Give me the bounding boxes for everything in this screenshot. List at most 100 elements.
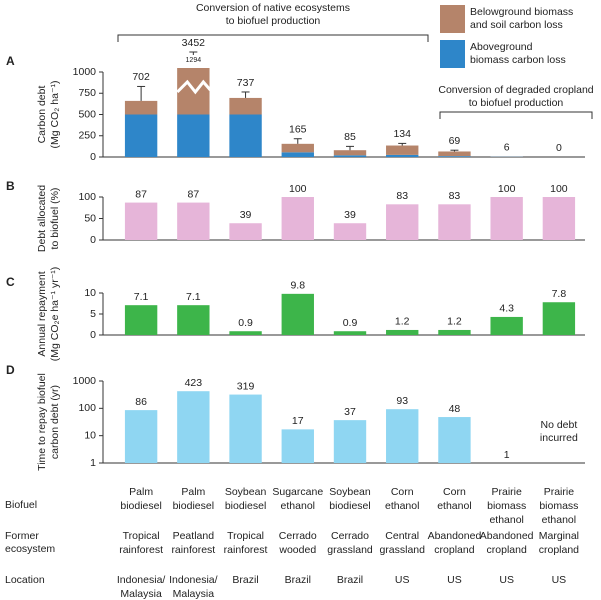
total-label: 134 (393, 128, 411, 140)
bar (490, 316, 523, 335)
table-cell: Malaysia (173, 588, 215, 600)
bar-segment (386, 154, 419, 157)
y-tick-label: 250 (78, 130, 96, 142)
row-label: Biofuel (5, 499, 37, 511)
value-label: 83 (396, 190, 408, 202)
value-label: 1 (504, 449, 510, 461)
table-cell: ethanol (385, 500, 419, 512)
value-label: 83 (449, 190, 461, 202)
table-cell: biodiesel (329, 500, 370, 512)
bracket (439, 111, 593, 119)
table-cell: cropland (539, 544, 579, 556)
bar (333, 420, 367, 463)
panel-letter: B (6, 179, 15, 193)
total-label: 702 (132, 71, 150, 83)
value-label: 87 (187, 188, 199, 200)
bar-segment (333, 155, 367, 157)
bar-segment (229, 114, 262, 157)
table-cell: US (499, 574, 514, 586)
y-tick-label: 0 (90, 151, 96, 163)
bar (281, 197, 314, 240)
bar (229, 223, 262, 240)
y-tick-label: 1000 (73, 375, 97, 387)
value-label: 39 (344, 209, 356, 221)
y-axis-label: carbon debt (yr) (49, 385, 61, 459)
bar (177, 391, 210, 463)
value-label: 100 (289, 183, 307, 195)
value-label: 87 (135, 188, 147, 200)
table-cell: Abandoned (428, 530, 482, 542)
bar (333, 331, 367, 335)
total-label: 737 (237, 77, 255, 89)
table-cell: Palm (129, 486, 153, 498)
total-label: 6 (504, 141, 510, 153)
annotation: to biofuel production (226, 15, 321, 27)
table-cell: Palm (181, 486, 205, 498)
value-label: 0.9 (238, 317, 253, 329)
legend-label: Aboveground biomass carbon loss (470, 41, 566, 66)
table-cell: grassland (379, 544, 425, 556)
table-cell: ethanol (437, 500, 471, 512)
axis-break (176, 79, 212, 95)
bar (438, 417, 471, 463)
value-label: 39 (240, 209, 252, 221)
table-cell: biodiesel (225, 500, 266, 512)
bar (438, 329, 471, 335)
bar-segment (124, 114, 158, 157)
legend-label: Belowground biomass and soil carbon loss (470, 6, 573, 31)
bar-segment (438, 151, 471, 157)
value-label: 7.8 (552, 288, 567, 300)
table-cell: Tropical (123, 530, 160, 542)
y-axis-label: Debt allocated (36, 185, 48, 252)
bar (124, 202, 158, 240)
bar (281, 429, 314, 463)
error-label: 1294 (186, 57, 202, 64)
bar (177, 202, 210, 240)
bar (542, 197, 576, 240)
bar (386, 409, 419, 463)
y-axis-label: Carbon debt (36, 86, 48, 144)
table-cell: Tropical (227, 530, 264, 542)
table-cell: ethanol (542, 514, 576, 526)
table-cell: rainforest (119, 544, 163, 556)
y-tick-label: 5 (90, 308, 96, 320)
value-label: 100 (550, 183, 568, 195)
table-cell: Brazil (285, 574, 311, 586)
bar (229, 331, 262, 335)
bar (177, 305, 210, 335)
table-cell: Brazil (232, 574, 258, 586)
bar-segment (177, 114, 210, 157)
bar (386, 204, 419, 240)
table-cell: rainforest (171, 544, 215, 556)
legend-swatch (440, 5, 465, 33)
bar-segment (281, 143, 314, 153)
annotation: Conversion of native ecosystems (196, 2, 350, 14)
total-label: 3452 (182, 37, 206, 49)
bar (438, 204, 471, 240)
y-tick-label: 10 (84, 287, 96, 299)
bar (281, 293, 314, 335)
table-cell: Cerrado (331, 530, 369, 542)
bar (333, 223, 367, 240)
bar (124, 410, 158, 463)
bar (542, 302, 576, 335)
y-axis-label: (Mg CO₂e ha⁻¹ yr⁻¹) (49, 267, 61, 362)
y-axis-label: (Mg CO₂ ha⁻¹) (49, 81, 61, 149)
value-label: 17 (292, 415, 304, 427)
table-cell: Cerrado (279, 530, 317, 542)
value-label: 1.2 (447, 316, 462, 328)
bar-segment (229, 97, 262, 115)
bar-segment (438, 156, 471, 157)
value-label: 7.1 (134, 291, 149, 303)
value-label: 1.2 (395, 316, 410, 328)
table-cell: Soybean (225, 486, 267, 498)
annotation: to biofuel production (469, 97, 564, 109)
y-tick-label: 0 (90, 234, 96, 246)
table-cell: Marginal (539, 530, 579, 542)
bar-segment (386, 145, 419, 155)
total-label: 165 (289, 124, 307, 136)
table-cell: biodiesel (120, 500, 161, 512)
table-cell: Peatland (173, 530, 215, 542)
y-axis-label: to biofuel (%) (49, 188, 61, 250)
